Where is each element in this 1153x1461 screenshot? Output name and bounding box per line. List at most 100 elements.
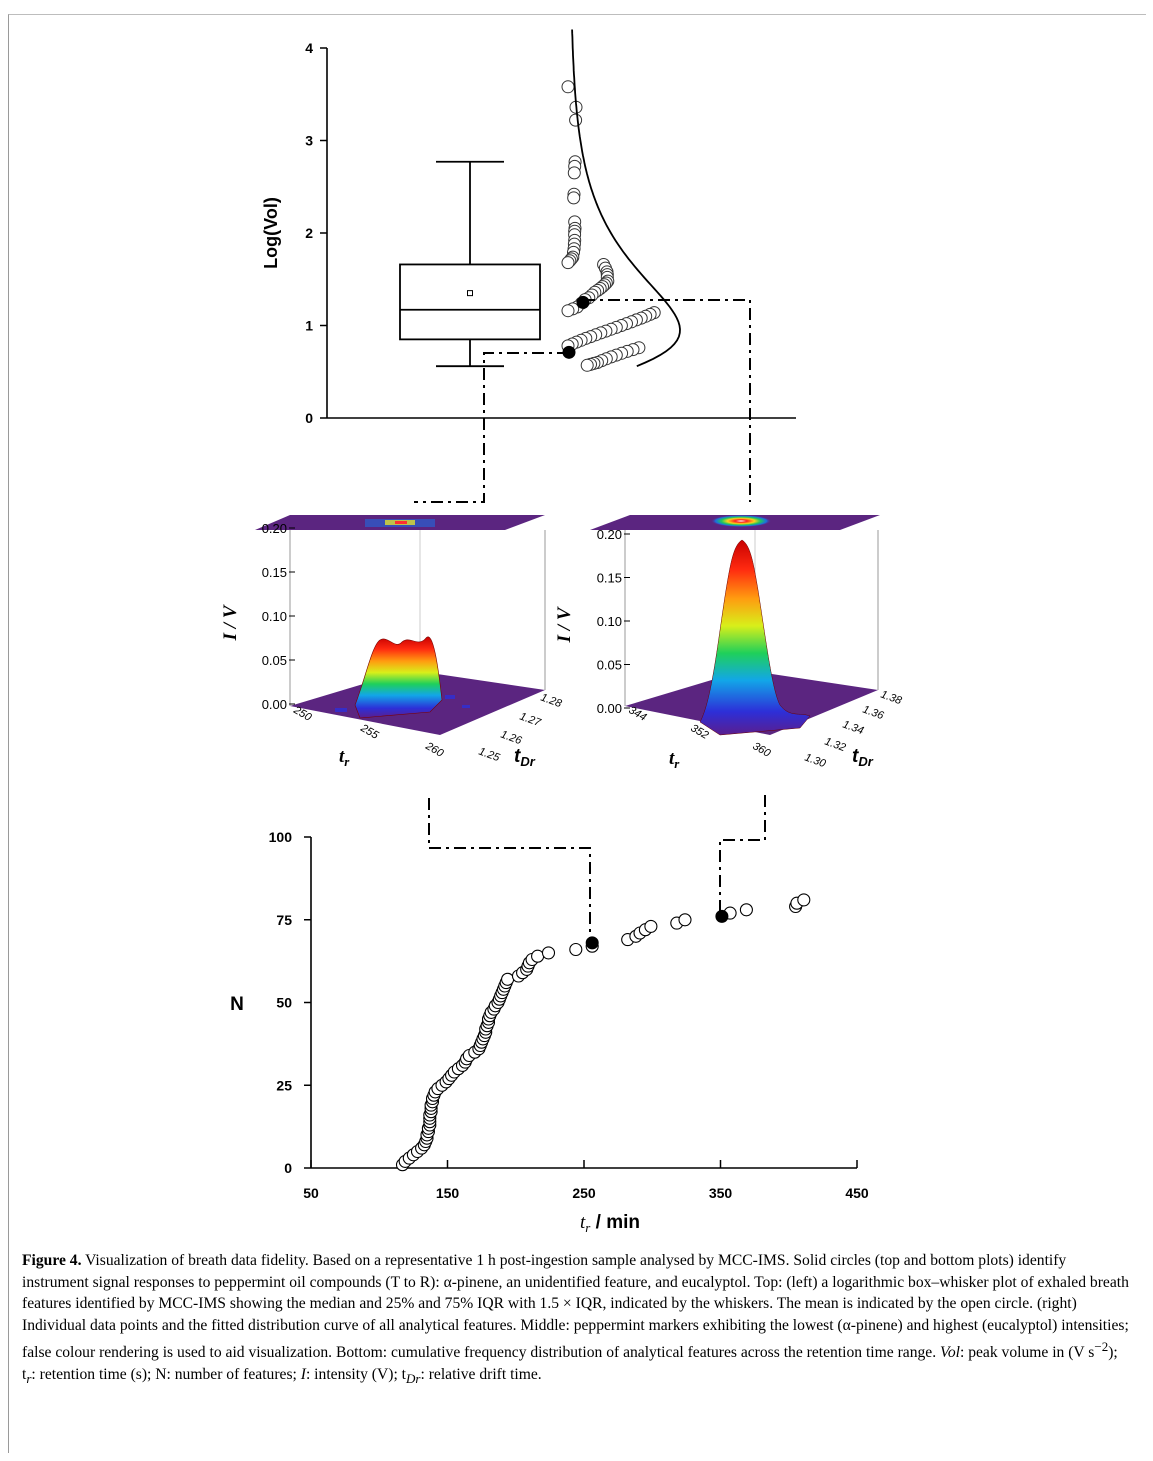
3d-z-tick-label: 1.25 <box>477 746 502 765</box>
3d-y-tick-label: 0.20 <box>597 527 622 542</box>
caption-tr-sub: r <box>26 1370 32 1386</box>
top-y-tick-label: 0 <box>305 410 313 426</box>
fitted-distribution-curve <box>571 29 681 368</box>
3d-z-tick-label: 1.30 <box>803 752 828 771</box>
top-y-tick-label: 2 <box>305 225 313 241</box>
connector-eucalyptol-top <box>583 299 751 502</box>
surface-peak <box>354 636 443 719</box>
bottom-y-tick-label: 75 <box>276 912 292 928</box>
connector-lines <box>414 299 766 940</box>
3d-z-tick-label: 1.38 <box>879 689 904 708</box>
highlighted-cumulative-point <box>715 909 729 923</box>
right-3d-x-label: tr <box>669 748 680 771</box>
caption-vol-desc: : peak volume in (V s <box>959 1344 1095 1362</box>
distribution-point <box>561 80 575 94</box>
mean-marker <box>467 290 473 297</box>
cumulative-point <box>541 946 556 960</box>
distribution-point <box>569 113 583 127</box>
figure-caption: Figure 4. Visualization of breath data f… <box>22 1250 1130 1389</box>
cumulative-point <box>644 919 658 933</box>
3d-y-tick-label: 0.05 <box>597 658 622 673</box>
cumulative-point <box>569 942 583 957</box>
connector-eucalyptol-bottom <box>719 795 766 914</box>
3d-x-tick-label: 260 <box>423 740 447 761</box>
right-3d-y-ticks: 0.00 0.05 0.10 0.15 0.20 <box>597 527 630 716</box>
bottom-x-ticks: 50 150 250 350 450 <box>303 1160 869 1201</box>
top-y-label: Log(Vol) <box>261 197 281 269</box>
highlighted-cumulative-point <box>585 936 599 950</box>
distribution-point <box>561 256 575 270</box>
highlighted-point <box>576 295 590 309</box>
cumulative-point <box>678 913 692 927</box>
3d-y-tick-label: 0.20 <box>262 521 287 536</box>
cumulative-frequency-plot: 0 25 50 75 100 50 150 250 350 450 N tr / min <box>230 829 869 1235</box>
3d-z-tick-label: 1.32 <box>823 736 847 755</box>
left-3d-z-label: tDr <box>514 746 536 769</box>
top-y-tick-label: 4 <box>305 40 313 56</box>
caption-text: Visualization of breath data fidelity. B… <box>22 1252 1129 1362</box>
bottom-x-tick-label: 50 <box>303 1185 319 1201</box>
bottom-y-label: N <box>230 994 244 1015</box>
cumulative-point <box>531 949 545 963</box>
3d-y-tick-label: 0.05 <box>262 653 287 668</box>
caption-i: I <box>300 1365 306 1383</box>
bottom-y-ticks: 0 25 50 75 100 <box>269 829 311 1176</box>
cumulative-point <box>739 903 753 917</box>
caption-tr: ); t <box>22 1344 1118 1383</box>
left-3d-x-label: tr <box>339 746 350 769</box>
distribution-point <box>567 166 581 180</box>
bottom-x-tick-label: 350 <box>709 1185 733 1201</box>
caption-tdr-desc: : relative drift time. <box>420 1365 542 1383</box>
distribution-point <box>567 191 581 205</box>
3d-y-tick-label: 0.10 <box>597 614 622 629</box>
distribution-point <box>561 304 575 318</box>
iqr-box <box>399 263 541 341</box>
3d-x-tick-label: 360 <box>751 740 774 760</box>
caption-i-desc: : intensity (V); t <box>305 1365 407 1383</box>
3d-z-tick-label: 1.36 <box>861 704 886 723</box>
bottom-y-tick-label: 25 <box>276 1077 292 1093</box>
bottom-y-tick-label: 50 <box>276 995 292 1011</box>
box <box>399 160 541 368</box>
box-whisker-plot: 0 1 2 3 4 Log(Vol) <box>261 29 796 426</box>
bottom-x-label: tr / min <box>580 1212 640 1235</box>
caption-tr-desc: : retention time (s); N: number of featu… <box>31 1365 301 1383</box>
figure-frame <box>8 14 1146 1453</box>
right-3d-y-label: I / V <box>554 606 575 643</box>
top-y-ticks: 0 1 2 3 4 <box>305 40 327 426</box>
3d-y-tick-label: 0.00 <box>262 697 287 712</box>
3d-x-tick-label: 255 <box>358 722 382 743</box>
bottom-x-tick-label: 150 <box>436 1185 460 1201</box>
3d-y-tick-label: 0.10 <box>262 609 287 624</box>
connector-alpha-pinene-bottom <box>428 798 591 940</box>
distribution-points <box>561 80 661 372</box>
3d-z-tick-label: 1.27 <box>518 711 543 730</box>
caption-tdr-sub: Dr <box>406 1370 421 1386</box>
3d-y-tick-label: 0.15 <box>262 565 287 580</box>
3d-y-tick-label: 0.00 <box>597 701 622 716</box>
figure-label: Figure 4. <box>22 1252 82 1269</box>
right-3d-z-label: tDr <box>852 746 874 769</box>
cumulative-point <box>501 972 515 986</box>
left-3d-y-label: I / V <box>220 604 241 641</box>
top-y-tick-label: 1 <box>305 318 313 334</box>
3d-z-tick-label: 1.26 <box>499 729 524 748</box>
top-y-tick-label: 3 <box>305 133 313 149</box>
bottom-y-tick-label: 0 <box>284 1160 292 1176</box>
left-3d-y-ticks: 0.00 0.05 0.10 0.15 0.20 <box>262 521 295 712</box>
distribution-point <box>580 358 594 372</box>
connector-alpha-pinene-top <box>414 352 569 503</box>
3d-z-tick-label: 1.28 <box>539 692 564 711</box>
caption-vol: Vol <box>940 1344 960 1362</box>
top-projection-spot <box>711 515 771 527</box>
3d-z-tick-label: 1.34 <box>841 719 865 738</box>
noise-ridges <box>335 695 470 712</box>
top-projection-pattern <box>365 519 435 527</box>
bottom-x-tick-label: 450 <box>845 1185 869 1201</box>
3d-y-tick-label: 0.15 <box>597 571 622 586</box>
bottom-y-tick-label: 100 <box>269 829 293 845</box>
surface-peak-right <box>699 539 811 736</box>
bottom-x-tick-label: 250 <box>572 1185 596 1201</box>
